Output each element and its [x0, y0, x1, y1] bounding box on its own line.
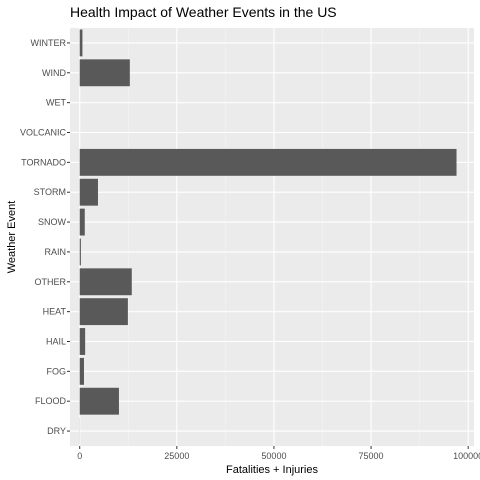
bar-snow: [79, 208, 85, 236]
bar-winter: [79, 29, 83, 57]
bar-heat: [79, 298, 128, 326]
bar-storm: [79, 178, 98, 206]
y-tick-label: DRY: [47, 426, 66, 436]
x-tick-label: 0: [77, 451, 82, 461]
x-tick-label: 25000: [164, 451, 189, 461]
bar-flood: [79, 387, 119, 415]
y-axis: DRY FLOOD FOG HAIL HEAT OTHER RAIN SNOW STORM TOR…: [20, 38, 70, 436]
bar-other: [79, 268, 132, 296]
y-tick-label: RAIN: [44, 247, 66, 257]
y-tick-label: WIND: [42, 68, 66, 78]
y-tick-label: VOLCANIC: [20, 128, 67, 138]
chart-title: Health Impact of Weather Events in the U…: [70, 4, 337, 20]
grid-lines: [70, 28, 474, 446]
bar-wind: [79, 59, 130, 87]
y-axis-title: Weather Event: [6, 201, 18, 274]
x-tick-label: 50000: [261, 451, 286, 461]
x-axis-title: Fatalities + Injuries: [226, 464, 319, 476]
y-tick-label: WINTER: [31, 38, 67, 48]
x-tick-label: 100000: [453, 451, 480, 461]
x-axis: 0 25000 50000 75000 100000: [77, 446, 480, 461]
bar-tornado: [79, 148, 457, 176]
y-tick-label: HAIL: [46, 337, 66, 347]
bars: [79, 29, 457, 445]
y-tick-label: STORM: [34, 187, 66, 197]
y-tick-label: TORNADO: [21, 157, 66, 167]
y-tick-label: WET: [46, 98, 66, 108]
y-tick-label: OTHER: [35, 277, 67, 287]
y-tick-label: HEAT: [43, 307, 67, 317]
y-tick-label: FLOOD: [35, 396, 67, 406]
x-tick-label: 75000: [359, 451, 384, 461]
plot-panel: [70, 28, 474, 446]
y-tick-label: FOG: [47, 366, 67, 376]
bar-fog: [79, 357, 84, 385]
bar-rain: [79, 238, 81, 266]
y-tick-label: SNOW: [38, 217, 67, 227]
bar-hail: [79, 328, 86, 355]
